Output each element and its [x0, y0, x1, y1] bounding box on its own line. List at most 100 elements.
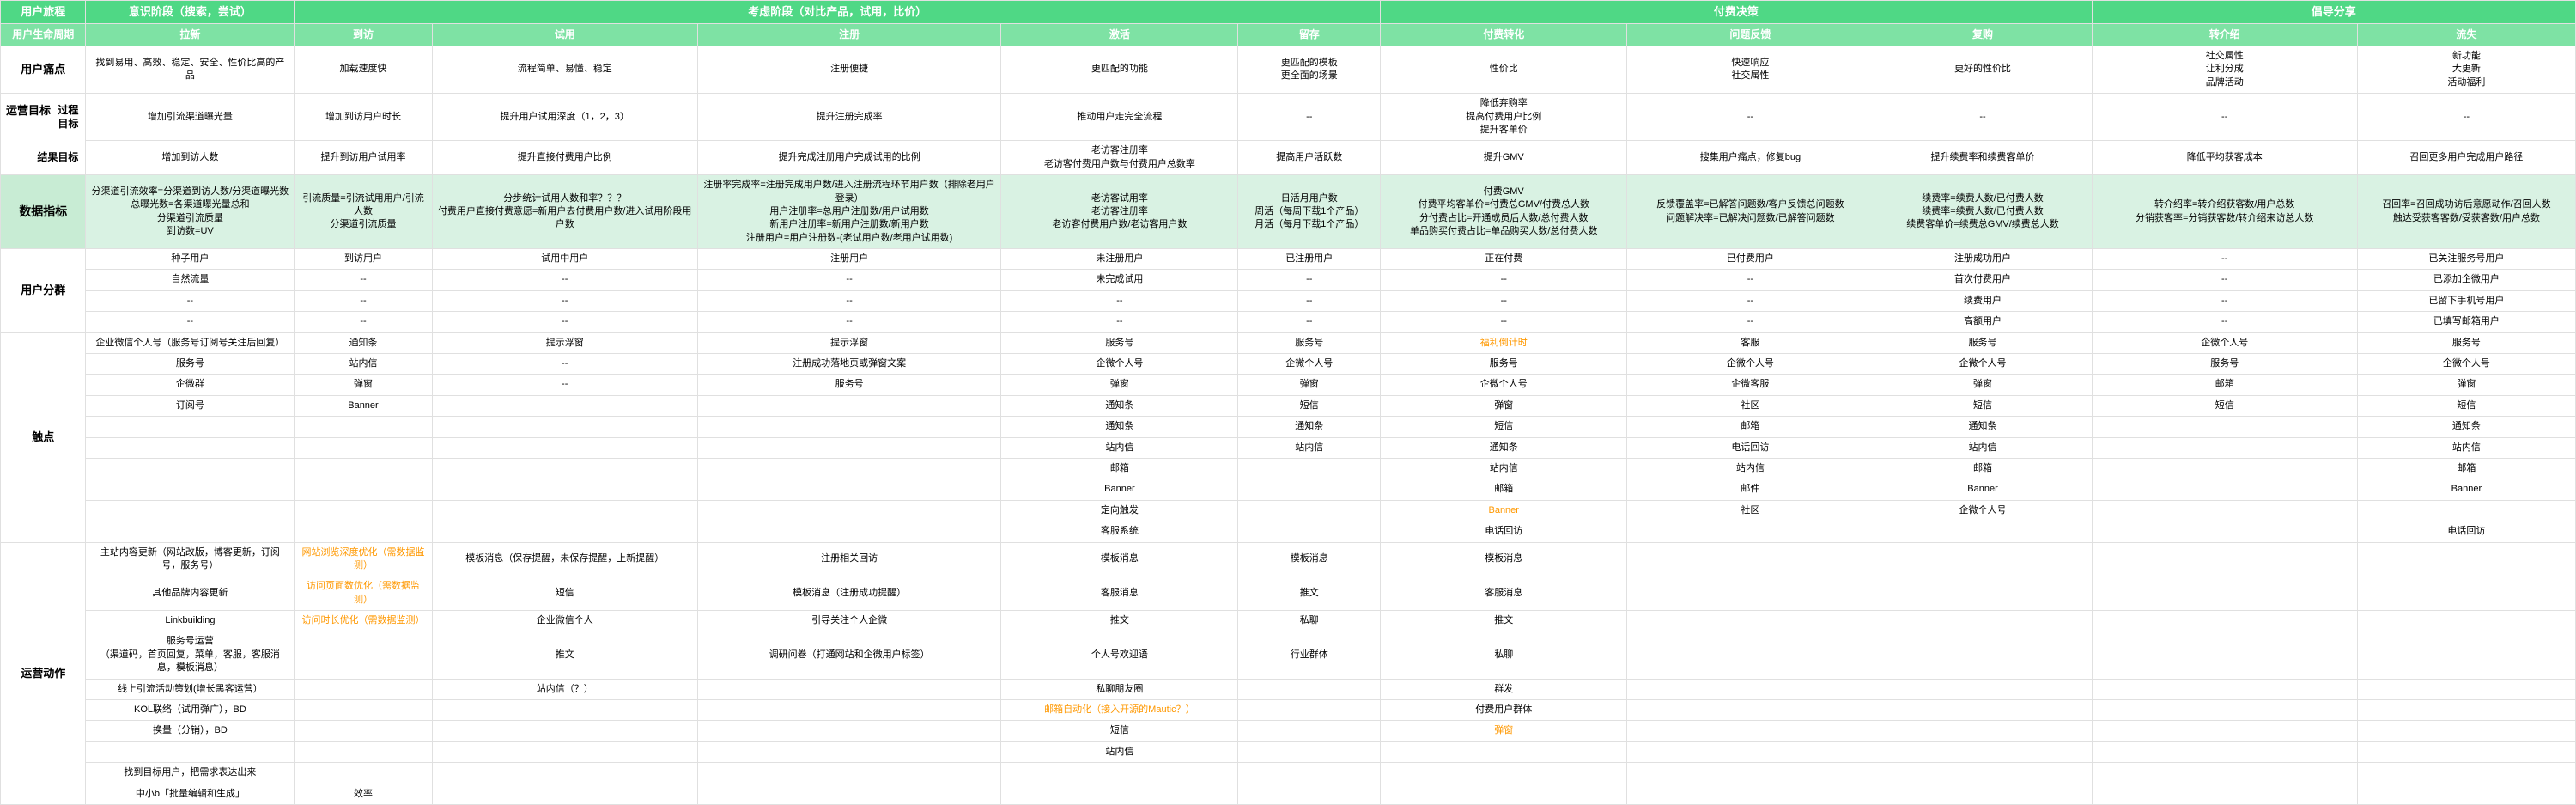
hdr-col-10: 转介绍 — [2092, 24, 2357, 46]
ops-r7-c1 — [86, 741, 295, 762]
ops-r0-c4: 注册相关回访 — [697, 542, 1000, 576]
touch-r8-c5: 定向触发 — [1001, 500, 1238, 521]
touch-r6-c7: 站内信 — [1381, 458, 1627, 479]
ops-r7-c7 — [1381, 741, 1627, 762]
ops-r2-c6: 私聊 — [1238, 611, 1381, 631]
ops-r6-c9 — [1874, 721, 2092, 741]
touch-r2-c11: 弹窗 — [2357, 375, 2575, 395]
ops-r5-c1: KOL联络（试用弹广），BD — [86, 700, 295, 721]
segment-r2-c5: -- — [1001, 290, 1238, 311]
ops-r2-c10 — [2092, 611, 2357, 631]
segment-r3-c9: 高额用户 — [1874, 312, 2092, 332]
segment-r3-c6: -- — [1238, 312, 1381, 332]
goal-res-c10: 降低平均获客成本 — [2092, 141, 2357, 175]
touch-r7-c9: Banner — [1874, 479, 2092, 500]
segment-r0-c11: 已关注服务号用户 — [2357, 249, 2575, 270]
touch-r9-c7: 电话回访 — [1381, 521, 1627, 542]
touch-r3-c2: Banner — [295, 395, 432, 416]
ops-r0-c10 — [2092, 542, 2357, 576]
touch-label: 触点 — [1, 332, 86, 542]
hdr-col-4: 注册 — [697, 24, 1000, 46]
touch-r6-c11: 邮箱 — [2357, 458, 2575, 479]
touch-r3-c5: 通知条 — [1001, 395, 1238, 416]
segment-r1-c10: -- — [2092, 270, 2357, 290]
ops-r8-c4 — [697, 763, 1000, 784]
touch-r3-c9: 短信 — [1874, 395, 2092, 416]
ops-r3-c6: 行业群体 — [1238, 631, 1381, 679]
touch-r7-c11: Banner — [2357, 479, 2575, 500]
metrics-c4: 注册率完成率=注册完成用户数/进入注册流程环节用户数（排除老用户登录）用户注册率… — [697, 175, 1000, 249]
ops-r2-c1: Linkbuilding — [86, 611, 295, 631]
touch-r4-c11: 通知条 — [2357, 417, 2575, 437]
ops-r5-c11 — [2357, 700, 2575, 721]
ops-r3-c5: 个人号欢迎语 — [1001, 631, 1238, 679]
segment-r0-c4: 注册用户 — [697, 249, 1000, 270]
segment-r3-c8: -- — [1627, 312, 1874, 332]
touch-r8-c3 — [432, 500, 697, 521]
ops-r2-c4: 引导关注个人企微 — [697, 611, 1000, 631]
hdr-col-1: 拉新 — [86, 24, 295, 46]
ops-r1-c9 — [1874, 576, 2092, 611]
segment-r1-c8: -- — [1627, 270, 1874, 290]
ops-r7-c4 — [697, 741, 1000, 762]
ops-r7-c2 — [295, 741, 432, 762]
ops-r1-c3: 短信 — [432, 576, 697, 611]
ops-r3-c9 — [1874, 631, 2092, 679]
goal-res-c6: 提高用户活跃数 — [1238, 141, 1381, 175]
segment-r3-c10: -- — [2092, 312, 2357, 332]
ops-r9-c1: 中小b「批量编辑和生成」 — [86, 784, 295, 804]
ops-r6-c1: 换量（分销），BD — [86, 721, 295, 741]
touch-r4-c9: 通知条 — [1874, 417, 2092, 437]
touch-r4-c10 — [2092, 417, 2357, 437]
ops-r8-c9 — [1874, 763, 2092, 784]
touch-r7-c3 — [432, 479, 697, 500]
touch-r4-c6: 通知条 — [1238, 417, 1381, 437]
ops-r2-c3: 企业微信个人 — [432, 611, 697, 631]
goal-res-c8: 搜集用户痛点，修复bug — [1627, 141, 1874, 175]
ops-r1-c8 — [1627, 576, 1874, 611]
segment-r2-c4: -- — [697, 290, 1000, 311]
ops-r5-c9 — [1874, 700, 2092, 721]
touch-r6-c4 — [697, 458, 1000, 479]
touch-r2-c2: 弹窗 — [295, 375, 432, 395]
ops-r5-c2 — [295, 700, 432, 721]
hdr-col-6: 留存 — [1238, 24, 1381, 46]
segment-r1-c4: -- — [697, 270, 1000, 290]
ops-r2-c11 — [2357, 611, 2575, 631]
touch-r0-c1: 企业微信个人号（服务号订阅号关注后回复） — [86, 332, 295, 353]
touch-r4-c3 — [432, 417, 697, 437]
segment-r1-c9: 首次付费用户 — [1874, 270, 2092, 290]
ops-r0-c6: 模板消息 — [1238, 542, 1381, 576]
touch-r7-c2 — [295, 479, 432, 500]
goal-proc-c10: -- — [2092, 94, 2357, 141]
ops-r9-c11 — [2357, 784, 2575, 804]
hdr-col-2: 到访 — [295, 24, 432, 46]
touch-r3-c6: 短信 — [1238, 395, 1381, 416]
ops-r9-c2: 效率 — [295, 784, 432, 804]
goal-res-c5: 老访客注册率老访客付费用户数与付费用户总数率 — [1001, 141, 1238, 175]
touch-r6-c2 — [295, 458, 432, 479]
touch-r2-c5: 弹窗 — [1001, 375, 1238, 395]
touch-r2-c8: 企微客服 — [1627, 375, 1874, 395]
row-res-label: 结果目标 — [1, 141, 86, 175]
segment-r3-c11: 已填写邮箱用户 — [2357, 312, 2575, 332]
touch-r0-c11: 服务号 — [2357, 332, 2575, 353]
pain-c7: 性价比 — [1381, 46, 1627, 93]
ops-r6-c7: 弹窗 — [1381, 721, 1627, 741]
ops-r6-c4 — [697, 721, 1000, 741]
touch-r8-c2 — [295, 500, 432, 521]
ops-r1-c2: 访问页面数优化（需数据监测） — [295, 576, 432, 611]
segment-r0-c10: -- — [2092, 249, 2357, 270]
touch-r5-c10 — [2092, 437, 2357, 458]
row-pain-label: 用户痛点 — [1, 46, 86, 93]
segment-r3-c4: -- — [697, 312, 1000, 332]
segment-r2-c6: -- — [1238, 290, 1381, 311]
ops-r3-c1: 服务号运营（渠道码，首页回复，菜单，客服，客服消息，模板消息） — [86, 631, 295, 679]
touch-r9-c9 — [1874, 521, 2092, 542]
segment-r3-c1: -- — [86, 312, 295, 332]
ops-r7-c3 — [432, 741, 697, 762]
ops-r5-c4 — [697, 700, 1000, 721]
metrics-c10: 转介绍率=转介绍获客数/用户总数分销获客率=分销获客数/转介绍来访总人数 — [2092, 175, 2357, 249]
ops-r8-c7 — [1381, 763, 1627, 784]
touch-r2-c4: 服务号 — [697, 375, 1000, 395]
